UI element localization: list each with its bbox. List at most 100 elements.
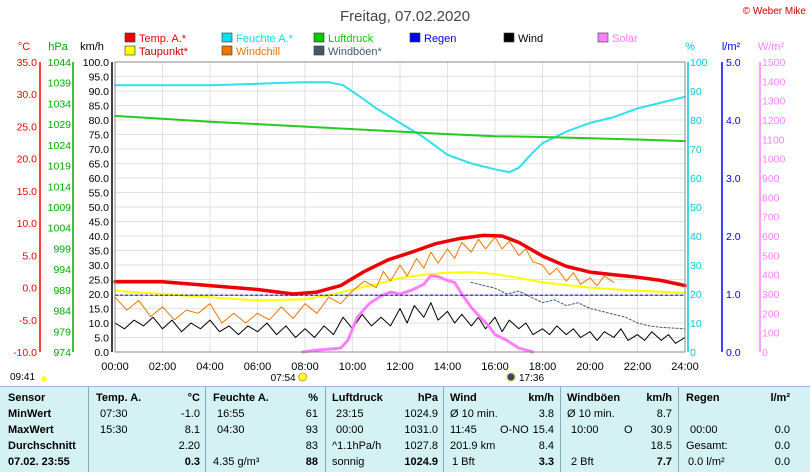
- header-gust: Windböen: [567, 392, 621, 404]
- weather-chart: Freitag, 07.02.2020 © Weber Mike °C hPa …: [10, 6, 807, 384]
- wind-axis-tick: 5.0: [94, 333, 109, 345]
- temp-axis-tick: 0.0: [22, 283, 37, 295]
- header-rain: Regen: [686, 392, 720, 404]
- solar-axis-tick: 300: [762, 289, 780, 301]
- stats-max-row: MaxWert 15:30 8.1 04:30 93 00:00 1031.0 …: [0, 422, 810, 438]
- x-tick-label: 00:00: [101, 361, 129, 373]
- header-temp-unit: °C: [187, 392, 200, 404]
- x-tick-label: 02:00: [149, 361, 177, 373]
- wind-axis-tick: 20.0: [89, 289, 110, 301]
- series-solar: [301, 274, 535, 354]
- time-left: 09:41: [10, 372, 35, 383]
- wind-axis-tick: 60.0: [89, 173, 110, 185]
- stats-separator: [205, 387, 206, 472]
- legend: Temp. A.* Feuchte A.* Luftdruck Regen Wind So…: [124, 32, 638, 58]
- pressure-axis-tick: 1029: [48, 119, 72, 131]
- solar-axis-tick: 1500: [762, 57, 786, 69]
- legend-label: Luftdruck: [328, 33, 374, 45]
- avg-temp-value: 2.20: [178, 440, 200, 452]
- temp-axis-tick: 25.0: [17, 121, 38, 133]
- series-windb-en: [470, 281, 686, 330]
- current-press-value: 1024.9: [404, 456, 438, 468]
- min-temp-value: -1.0: [181, 408, 200, 420]
- x-axis: 00:00 02:00 04:00 06:00 08:00 10:00 12:00 14:00…: [101, 361, 699, 373]
- max-rain-time: 00:00: [690, 424, 718, 436]
- humidity-axis-tick: 0: [690, 347, 696, 359]
- header-sensor: Sensor: [8, 392, 46, 404]
- current-gust-value: 7.7: [656, 456, 672, 468]
- pressure-axis-tick: 999: [53, 243, 71, 255]
- humidity-axis-tick: 90: [690, 86, 702, 98]
- stats-separator: [325, 387, 326, 472]
- legend-label: Wind: [518, 33, 543, 45]
- rain-axis-tick: 5.0: [726, 57, 741, 69]
- humidity-axis-tick: 80: [690, 115, 702, 127]
- rain-axis-tick: 2.0: [726, 231, 741, 243]
- humidity-axis-tick: 20: [690, 289, 702, 301]
- legend-label: Regen: [424, 33, 456, 45]
- avg-press-trend: ^1.1hPa/h: [332, 440, 382, 452]
- wind-axis-tick: 75.0: [89, 130, 110, 142]
- y-axes: 35.0 30.0 25.0 20.0 15.0 10.0 5.0 0.0 -5.0 -10.0 1…: [13, 57, 785, 359]
- min-gust-time: Ø 10 min.: [567, 408, 615, 420]
- stats-separator: [88, 387, 89, 472]
- wind-axis-tick: 80.0: [89, 115, 110, 127]
- pressure-axis-tick: 1039: [48, 78, 72, 90]
- avg-gust-value: 18.5: [650, 440, 672, 452]
- header-pressure-unit: hPa: [417, 392, 438, 404]
- wind-axis-unit: km/h: [80, 41, 104, 53]
- max-rain-value: 0.0: [774, 424, 790, 436]
- solar-axis-tick: 1000: [762, 154, 786, 166]
- humidity-axis-tick: 70: [690, 144, 702, 156]
- current-rain-value: 0.0: [774, 456, 790, 468]
- rain-axis-tick: 1.0: [726, 289, 741, 301]
- wind-axis-tick: 100.0: [83, 57, 109, 69]
- min-hum-time: 16:55: [217, 408, 245, 420]
- avg-rain-value: 0.0: [774, 440, 790, 452]
- max-label: MaxWert: [8, 424, 54, 436]
- avg-hum-value: 83: [305, 440, 318, 452]
- wind-axis-tick: 15.0: [89, 304, 110, 316]
- chart-title: Freitag, 07.02.2020: [340, 8, 470, 25]
- x-tick-label: 18:00: [529, 361, 557, 373]
- solar-axis-tick: 1100: [762, 134, 785, 146]
- wind-axis-tick: 70.0: [89, 144, 110, 156]
- legend-label: Windböen*: [328, 46, 383, 58]
- rain-axis-tick: 4.0: [726, 115, 741, 127]
- legend-swatch: [313, 32, 325, 43]
- x-tick-label: 20:00: [576, 361, 604, 373]
- max-gust-direction: O: [624, 424, 633, 436]
- solar-axis-tick: 900: [762, 173, 780, 185]
- solar-axis-tick: 0: [762, 347, 768, 359]
- legend-label: Feuchte A.*: [236, 33, 294, 45]
- wind-axis-tick: 40.0: [89, 231, 110, 243]
- x-tick-label: 24:00: [671, 361, 699, 373]
- legend-label: Temp. A.*: [139, 33, 187, 45]
- solar-axis-tick: 200: [762, 308, 780, 320]
- header-wind: Wind: [450, 392, 477, 404]
- min-wind-time: Ø 10 min.: [450, 408, 498, 420]
- x-tick-label: 14:00: [434, 361, 462, 373]
- sunrise-icon: [298, 372, 308, 382]
- humidity-axis-tick: 40: [690, 231, 702, 243]
- series-lines: [113, 81, 687, 354]
- current-wind-value: 3.3: [538, 456, 554, 468]
- solar-axis-tick: 600: [762, 231, 780, 243]
- current-gust-bft: 2 Bft: [571, 456, 594, 468]
- max-gust-time: 10:00: [571, 424, 599, 436]
- legend-swatch: [221, 45, 233, 56]
- solar-axis-unit: W/m²: [758, 41, 785, 53]
- pressure-axis-tick: 1034: [48, 98, 72, 110]
- temp-axis-tick: 35.0: [17, 57, 38, 69]
- min-wind-value: 3.8: [538, 408, 554, 420]
- sunset-icon: [506, 372, 516, 382]
- wind-axis-tick: 95.0: [89, 72, 110, 84]
- humidity-axis-tick: 100: [690, 57, 708, 69]
- current-weather: sonnig: [332, 456, 365, 468]
- solar-axis-tick: 700: [762, 212, 780, 224]
- wind-axis-tick: 0.0: [94, 347, 109, 359]
- stats-min-row: MinWert 07:30 -1.0 16:55 61 23:15 1024.9…: [0, 406, 810, 422]
- stats-separator: [560, 387, 561, 472]
- legend-swatch: [124, 32, 136, 43]
